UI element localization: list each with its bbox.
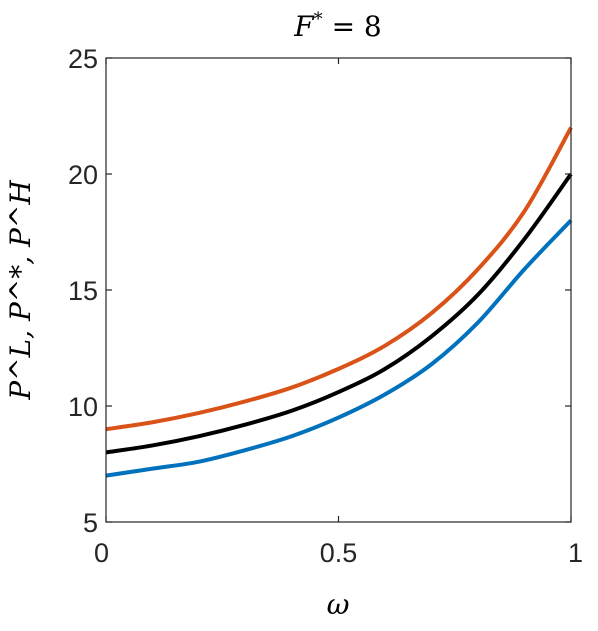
- chart-title-superscript: *: [314, 9, 323, 30]
- x-tick-label: 0: [94, 538, 109, 568]
- y-tick-label: 5: [83, 508, 98, 538]
- chart-title-rest: = 8: [323, 10, 382, 43]
- series-line-2: [105, 172, 573, 455]
- y-tick-label: 20: [68, 160, 98, 190]
- series-line-1: [105, 126, 573, 432]
- plot-area: 5 10 15 20 25 0 0.5 1: [68, 44, 583, 568]
- plot-background: [106, 58, 571, 522]
- x-tick-label: 1: [568, 538, 583, 568]
- y-tick-label: 15: [68, 276, 98, 306]
- y-tick-label: 10: [68, 392, 98, 422]
- y-axis-label: P^L, P^*, P^H: [4, 180, 37, 401]
- x-tick-label: 0.5: [320, 538, 358, 568]
- x-axis-label: ω: [327, 588, 350, 621]
- chart-title-variable: F: [293, 10, 315, 43]
- series-line-3: [105, 219, 573, 478]
- y-tick-label: 25: [68, 44, 98, 74]
- chart-title: F* = 8: [293, 9, 382, 43]
